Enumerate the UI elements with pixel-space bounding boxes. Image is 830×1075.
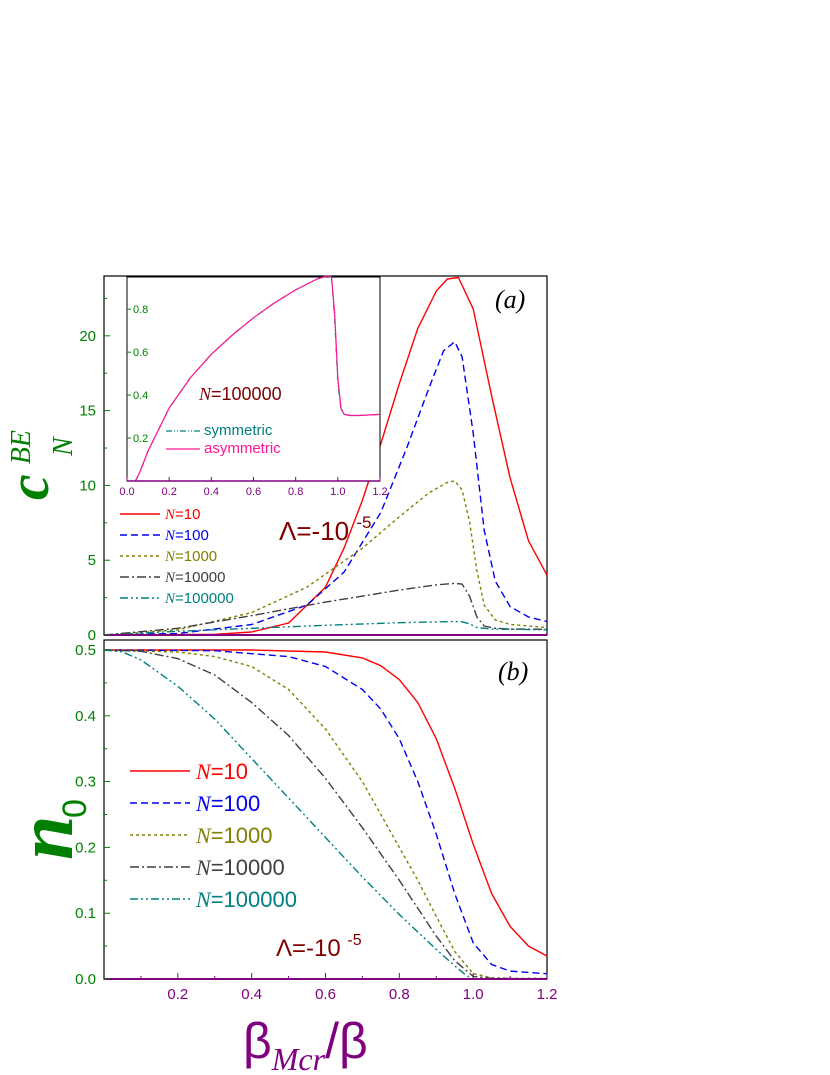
panel-b-xtick-label: 0.6 <box>315 986 336 1003</box>
inset-xtick-label: 1.2 <box>372 486 387 498</box>
panel-a-annotation-exp: -5 <box>356 513 371 532</box>
panel-a-legend: N=10 N=100 N=1000 N=10000 N=100000 <box>120 506 234 607</box>
x-label-beta: β <box>243 1013 272 1069</box>
panel-b-xtick-label: 0.2 <box>167 986 188 1003</box>
panel-b-series-n10000 <box>103 649 548 980</box>
panel-b-ytick-label: 0.5 <box>75 642 96 659</box>
panel-a-ytick-label: 5 <box>88 552 96 569</box>
panel-a-legend-label-n1000: N=1000 <box>164 548 217 565</box>
panel-b-frame <box>103 639 548 980</box>
panel-a-ytick-label: 20 <box>79 328 96 345</box>
panel-b-annotation-text: Λ=-10 <box>276 935 341 962</box>
inset-label: N=100000 <box>198 384 282 404</box>
svg-text:c BE: c BE <box>0 430 61 500</box>
panel-a-y-ticks: 0 5 10 15 20 <box>79 297 110 644</box>
inset-label-value: =100000 <box>211 384 282 404</box>
inset-ytick-label: 0.6 <box>133 347 148 359</box>
panel-a-legend-label-n100: N=100 <box>164 527 209 544</box>
panel-b-ytick-label: 0.4 <box>75 708 96 725</box>
panel-b-tag: (b) <box>498 657 528 686</box>
panel-b-ytick-label: 0.3 <box>75 774 96 791</box>
panel-b: 0.0 0.1 0.2 0.3 0.4 0.5 0.2 0.4 0.6 0.8 1.0 1.2 (b… <box>2 639 558 1075</box>
panel-a-legend-label-n10000: N=10000 <box>164 569 226 586</box>
panel-b-legend-label-n100000: N=100000 <box>195 887 297 912</box>
x-label-tail: /β <box>325 1013 368 1069</box>
x-axis-label: βMcr/β <box>243 1013 368 1075</box>
panel-a-series-n100000 <box>103 620 548 636</box>
inset-ytick-label: 0.8 <box>133 304 148 316</box>
inset-xtick-label: 0.2 <box>162 486 177 498</box>
inset-xtick-label: 1.0 <box>330 486 345 498</box>
panel-a-tag: (a) <box>495 285 525 314</box>
panel-a-ytick-label: 10 <box>79 477 96 494</box>
y-label-main: c <box>0 474 61 500</box>
panel-b-legend-label-n1000: N=1000 <box>195 823 272 848</box>
panel-b-xtick-label: 0.4 <box>241 986 262 1003</box>
panel-b-legend-label-n10: N=10 <box>195 759 248 784</box>
panel-a-ytick-label: 15 <box>79 403 96 420</box>
panel-b-xtick-label: 1.2 <box>537 986 558 1003</box>
panel-a-series-n1000 <box>103 480 548 636</box>
inset-legend-label-asymmetric: asymmetric <box>204 440 281 457</box>
panel-a-annotation-text: Λ=-10 <box>279 516 349 546</box>
panel-a-curves <box>103 276 548 636</box>
panel-a-legend-label-n100000: N=100000 <box>164 590 234 607</box>
n0-label-main: n <box>2 816 90 861</box>
panel-b-x-ticks: 0.2 0.4 0.6 0.8 1.0 1.2 <box>140 973 558 1003</box>
y-label-sub: N <box>48 436 79 457</box>
inset-ytick-label: 0.4 <box>133 390 148 402</box>
panel-b-y-label: n 0 <box>2 799 94 860</box>
inset-ticks: 0.2 0.4 0.6 0.8 0.0 0.2 0.4 0.6 0.8 1.0 1.2 <box>119 304 387 498</box>
panel-b-ytick-label: 0.2 <box>75 839 96 856</box>
panel-a-y-label: c BE N <box>0 430 79 500</box>
inset-label-prefix: N <box>198 384 212 404</box>
svg-text:n: n <box>2 816 90 861</box>
panel-b-annotation-exp: -5 <box>347 932 361 949</box>
x-label-sub: Mcr <box>271 1041 326 1075</box>
panel-b-series-n1000 <box>103 649 547 979</box>
inset-ytick-label: 0.2 <box>133 433 148 445</box>
inset-series-asymmetric <box>134 275 381 482</box>
panel-a-annotation: Λ=-10 -5 <box>279 513 372 546</box>
panel-b-series-n100 <box>103 649 548 975</box>
inset-xtick-label: 0.6 <box>246 486 261 498</box>
inset-xtick-label: 0.8 <box>288 486 303 498</box>
panel-a-series-n10 <box>103 276 548 636</box>
panel-b-ytick-label: 0.1 <box>75 905 96 922</box>
panel-b-legend: N=10 N=100 N=1000 N=10000 N=100000 <box>130 759 297 912</box>
panel-b-curves <box>103 649 548 980</box>
panel-a-legend-label-n10: N=10 <box>164 506 200 523</box>
n0-label-sub: 0 <box>56 799 94 818</box>
panel-a-series-n100 <box>103 341 548 636</box>
inset-frame <box>126 276 381 482</box>
panel-b-annotation: Λ=-10 -5 <box>276 932 362 962</box>
panel-a-series-n10000 <box>103 582 548 636</box>
panel-b-ytick-label: 0.0 <box>75 971 96 988</box>
panel-b-y-ticks: 0.0 0.1 0.2 0.3 0.4 0.5 <box>75 642 110 988</box>
inset-legend-label-symmetric: symmetric <box>204 422 273 439</box>
inset: 0.2 0.4 0.6 0.8 0.0 0.2 0.4 0.6 0.8 1.0 1.2 N=1000… <box>119 275 388 498</box>
panel-b-series-n100000 <box>103 649 547 980</box>
panel-b-xtick-label: 0.8 <box>389 986 410 1003</box>
inset-xtick-label: 0.0 <box>119 486 134 498</box>
panel-a-ytick-label: 0 <box>88 627 96 644</box>
panel-b-legend-label-n10000: N=10000 <box>195 855 285 880</box>
panel-b-legend-label-n100: N=100 <box>195 791 260 816</box>
panel-b-series-n10 <box>104 649 548 957</box>
panel-b-xtick-label: 1.0 <box>463 986 484 1003</box>
inset-xtick-label: 0.4 <box>204 486 219 498</box>
y-label-sup: BE <box>6 430 37 464</box>
